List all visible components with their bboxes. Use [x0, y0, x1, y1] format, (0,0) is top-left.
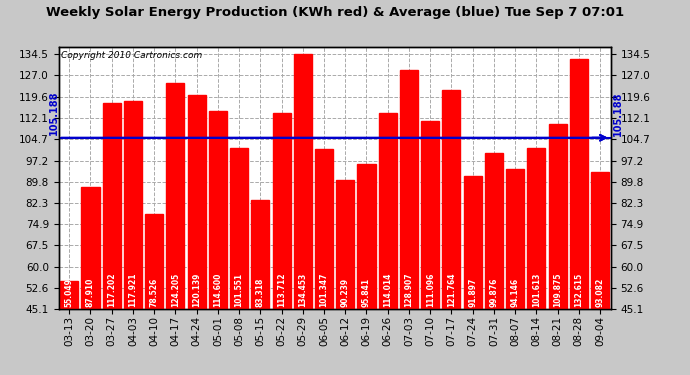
Bar — [103, 104, 121, 309]
Text: 114.014: 114.014 — [383, 273, 392, 307]
Bar — [315, 149, 333, 309]
Text: 94.146: 94.146 — [511, 278, 520, 307]
Text: Copyright 2010 Cartronics.com: Copyright 2010 Cartronics.com — [61, 51, 203, 60]
Text: 101.347: 101.347 — [319, 273, 328, 307]
Bar — [570, 59, 588, 309]
Bar — [81, 187, 99, 309]
Text: 128.907: 128.907 — [404, 273, 413, 307]
Text: 121.764: 121.764 — [447, 273, 456, 307]
Text: 90.239: 90.239 — [341, 278, 350, 307]
Text: 117.202: 117.202 — [107, 273, 116, 307]
Text: 111.096: 111.096 — [426, 273, 435, 307]
Text: 114.600: 114.600 — [213, 273, 222, 307]
Bar — [273, 113, 290, 309]
Text: 132.615: 132.615 — [574, 273, 583, 307]
Bar — [464, 176, 482, 309]
Bar — [591, 172, 609, 309]
Text: 101.551: 101.551 — [235, 273, 244, 307]
Text: 91.897: 91.897 — [468, 278, 477, 307]
Text: 101.613: 101.613 — [532, 273, 541, 307]
Text: 99.876: 99.876 — [489, 278, 498, 307]
Bar — [294, 54, 312, 309]
Bar — [379, 112, 397, 309]
Text: Weekly Solar Energy Production (KWh red) & Average (blue) Tue Sep 7 07:01: Weekly Solar Energy Production (KWh red)… — [46, 6, 624, 19]
Bar — [485, 153, 503, 309]
Bar — [549, 124, 566, 309]
Text: 78.526: 78.526 — [150, 278, 159, 307]
Text: 113.712: 113.712 — [277, 273, 286, 307]
Text: 109.875: 109.875 — [553, 273, 562, 307]
Bar — [336, 180, 354, 309]
Text: 134.453: 134.453 — [298, 273, 307, 307]
Text: 87.910: 87.910 — [86, 278, 95, 307]
Text: 93.082: 93.082 — [595, 278, 604, 307]
Bar — [357, 165, 375, 309]
Bar — [166, 83, 184, 309]
Bar — [400, 70, 418, 309]
Bar — [442, 90, 460, 309]
Bar — [145, 214, 164, 309]
Bar — [251, 200, 269, 309]
Bar — [124, 101, 142, 309]
Text: 83.318: 83.318 — [256, 278, 265, 307]
Text: 117.921: 117.921 — [128, 273, 137, 307]
Bar — [506, 169, 524, 309]
Text: 105.188: 105.188 — [50, 90, 59, 135]
Text: 55.049: 55.049 — [65, 278, 74, 307]
Bar — [60, 281, 78, 309]
Text: 95.841: 95.841 — [362, 278, 371, 307]
Bar — [209, 111, 227, 309]
Text: 120.139: 120.139 — [192, 273, 201, 307]
Text: 105.188: 105.188 — [613, 92, 623, 136]
Bar — [230, 148, 248, 309]
Text: 124.205: 124.205 — [171, 273, 180, 307]
Bar — [421, 121, 440, 309]
Bar — [527, 148, 545, 309]
Bar — [188, 95, 206, 309]
